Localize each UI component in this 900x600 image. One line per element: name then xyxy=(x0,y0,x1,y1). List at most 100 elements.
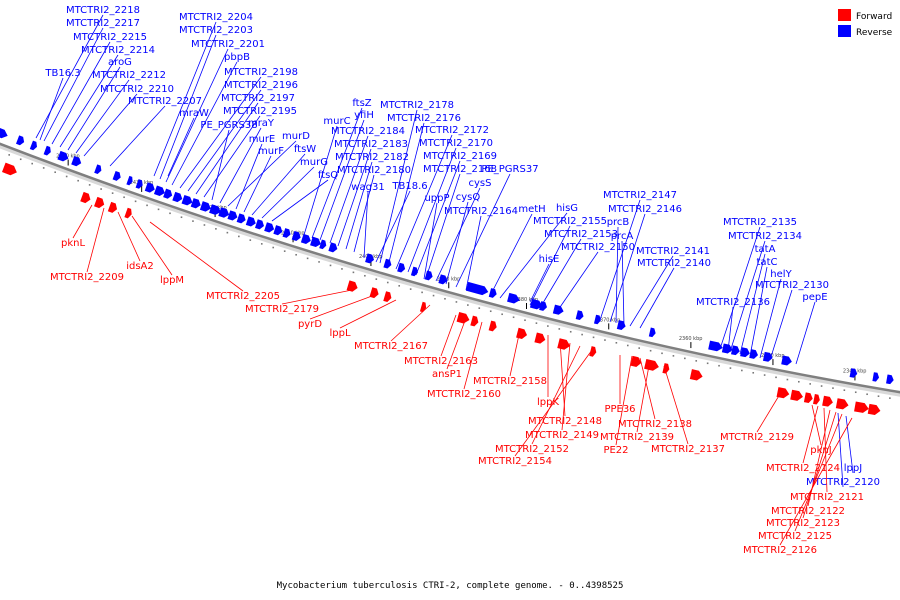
forward-feature[interactable] xyxy=(488,320,498,332)
gene-label-mtctri2-2138[interactable]: MTCTRI2_2138 xyxy=(618,419,692,430)
gene-label-mtctri2-2153[interactable]: MTCTRI2_2153 xyxy=(544,229,618,240)
forward-feature[interactable] xyxy=(456,311,471,325)
reverse-feature[interactable] xyxy=(300,233,312,245)
gene-label-mtctri2-2158[interactable]: MTCTRI2_2158 xyxy=(473,376,547,387)
reverse-feature[interactable] xyxy=(593,314,602,325)
reverse-feature[interactable] xyxy=(438,274,448,285)
gene-label-mtctri2-2167[interactable]: MTCTRI2_2167 xyxy=(354,341,428,352)
gene-label-mtctri2-2155[interactable]: MTCTRI2_2155 xyxy=(533,216,607,227)
gene-label-mtctri2-2146[interactable]: MTCTRI2_2146 xyxy=(608,204,682,215)
forward-feature[interactable] xyxy=(2,162,19,177)
reverse-feature[interactable] xyxy=(740,347,751,358)
gene-label-mtctri2-2141[interactable]: MTCTRI2_2141 xyxy=(636,246,710,257)
gene-label-pbpb[interactable]: pbpB xyxy=(224,52,250,63)
gene-label-pe-pgrs37[interactable]: PE_PGRS37 xyxy=(481,164,538,175)
gene-label-mtctri2-2176[interactable]: MTCTRI2_2176 xyxy=(387,113,461,124)
reverse-feature[interactable] xyxy=(708,340,724,353)
gene-label-mtctri2-2154[interactable]: MTCTRI2_2154 xyxy=(478,456,552,467)
forward-feature[interactable] xyxy=(689,369,704,381)
gene-label-mtctri2-2197[interactable]: MTCTRI2_2197 xyxy=(221,93,295,104)
gene-label-mtctri2-2164[interactable]: MTCTRI2_2164 xyxy=(444,206,518,217)
gene-label-mtctri2-2172[interactable]: MTCTRI2_2172 xyxy=(415,125,489,136)
forward-feature[interactable] xyxy=(790,389,804,402)
reverse-feature[interactable] xyxy=(144,182,156,193)
forward-feature[interactable] xyxy=(107,201,119,214)
forward-feature[interactable] xyxy=(644,359,660,372)
reverse-feature[interactable] xyxy=(199,201,212,213)
gene-label-mtctri2-2120[interactable]: MTCTRI2_2120 xyxy=(806,477,880,488)
reverse-feature[interactable] xyxy=(15,135,26,146)
reverse-feature[interactable] xyxy=(383,258,392,270)
reverse-feature[interactable] xyxy=(264,222,275,233)
reverse-feature[interactable] xyxy=(153,185,166,197)
reverse-feature[interactable] xyxy=(328,242,338,253)
gene-label-mtctri2-2210[interactable]: MTCTRI2_2210 xyxy=(100,84,174,95)
reverse-feature[interactable] xyxy=(465,281,490,296)
gene-label-mtctri2-2134[interactable]: MTCTRI2_2134 xyxy=(728,231,802,242)
gene-label-ftsz[interactable]: ftsZ xyxy=(352,98,371,109)
gene-label-mtctri2-2214[interactable]: MTCTRI2_2214 xyxy=(81,45,155,56)
gene-label-mraw[interactable]: mraW xyxy=(179,108,209,119)
gene-label-ansp1[interactable]: ansP1 xyxy=(432,369,462,380)
gene-label-ftsq[interactable]: ftsQ xyxy=(318,170,338,181)
gene-label-mtctri2-2139[interactable]: MTCTRI2_2139 xyxy=(600,432,674,443)
gene-label-mtctri2-2218[interactable]: MTCTRI2_2218 xyxy=(66,5,140,16)
forward-feature[interactable] xyxy=(822,395,834,408)
reverse-feature[interactable] xyxy=(94,164,103,175)
forward-feature[interactable] xyxy=(589,346,597,357)
gene-label-ftsw[interactable]: ftsW xyxy=(294,144,316,155)
reverse-feature[interactable] xyxy=(227,210,238,221)
forward-feature[interactable] xyxy=(383,291,393,303)
gene-label-mtctri2-2196[interactable]: MTCTRI2_2196 xyxy=(224,80,298,91)
reverse-feature[interactable] xyxy=(273,225,283,236)
reverse-feature[interactable] xyxy=(163,188,173,200)
gene-label-hisg[interactable]: hisG xyxy=(556,203,578,214)
gene-label-tb16-3[interactable]: TB16.3 xyxy=(44,68,80,79)
gene-label-mtctri2-2147[interactable]: MTCTRI2_2147 xyxy=(603,190,677,201)
reverse-feature[interactable] xyxy=(71,155,83,168)
reverse-feature[interactable] xyxy=(575,310,585,321)
gene-label-mtctri2-2137[interactable]: MTCTRI2_2137 xyxy=(651,444,725,455)
gene-label-tb18-6[interactable]: TB18.6 xyxy=(391,181,427,192)
gene-label-ppe36[interactable]: PPE36 xyxy=(604,404,635,415)
gene-label-mtctri2-2180[interactable]: MTCTRI2_2180 xyxy=(337,165,411,176)
gene-label-tatc[interactable]: tatC xyxy=(757,257,778,268)
gene-label-mtctri2-2152[interactable]: MTCTRI2_2152 xyxy=(495,444,569,455)
gene-label-murc[interactable]: murC xyxy=(323,116,350,127)
gene-label-hely[interactable]: helY xyxy=(770,269,792,280)
reverse-feature[interactable] xyxy=(731,345,741,356)
forward-feature[interactable] xyxy=(369,287,381,299)
gene-label-mtctri2-2122[interactable]: MTCTRI2_2122 xyxy=(771,506,845,517)
forward-feature[interactable] xyxy=(124,207,133,219)
gene-label-mtctri2-2179[interactable]: MTCTRI2_2179 xyxy=(245,304,319,315)
gene-label-mtctri2-2126[interactable]: MTCTRI2_2126 xyxy=(743,545,817,556)
reverse-feature[interactable] xyxy=(135,179,145,189)
gene-label-mtctri2-2129[interactable]: MTCTRI2_2129 xyxy=(720,432,794,443)
gene-label-meth[interactable]: metH xyxy=(518,204,545,215)
gene-label-wag31[interactable]: wag31 xyxy=(351,182,384,193)
gene-label-mray[interactable]: mraY xyxy=(248,118,275,129)
forward-feature[interactable] xyxy=(470,315,479,327)
gene-label-prcb[interactable]: prcB xyxy=(607,217,630,228)
gene-label-mtctri2-2215[interactable]: MTCTRI2_2215 xyxy=(73,32,147,43)
forward-feature[interactable] xyxy=(662,363,670,374)
gene-label-mtctri2-2140[interactable]: MTCTRI2_2140 xyxy=(637,258,711,269)
gene-label-mtctri2-2148[interactable]: MTCTRI2_2148 xyxy=(528,416,602,427)
reverse-feature[interactable] xyxy=(181,194,194,207)
gene-label-mtctri2-2150[interactable]: MTCTRI2_2150 xyxy=(561,242,635,253)
gene-label-mtctri2-2124[interactable]: MTCTRI2_2124 xyxy=(766,463,840,474)
gene-label-mtctri2-2168[interactable]: MTCTRI2_2168 xyxy=(423,164,497,175)
gene-label-murg[interactable]: murG xyxy=(300,157,328,168)
gene-label-mtctri2-2160[interactable]: MTCTRI2_2160 xyxy=(427,389,501,400)
gene-label-mtctri2-2149[interactable]: MTCTRI2_2149 xyxy=(525,430,599,441)
reverse-feature[interactable] xyxy=(57,150,70,163)
gene-label-cysq[interactable]: cysQ xyxy=(456,192,481,203)
reverse-feature[interactable] xyxy=(552,304,565,316)
reverse-feature[interactable] xyxy=(410,266,419,277)
reverse-feature[interactable] xyxy=(397,262,406,274)
reverse-feature[interactable] xyxy=(172,191,183,203)
reverse-feature[interactable] xyxy=(29,140,39,152)
gene-label-mtctri2-2201[interactable]: MTCTRI2_2201 xyxy=(191,39,265,50)
reverse-feature[interactable] xyxy=(781,355,793,366)
reverse-feature[interactable] xyxy=(254,219,265,230)
